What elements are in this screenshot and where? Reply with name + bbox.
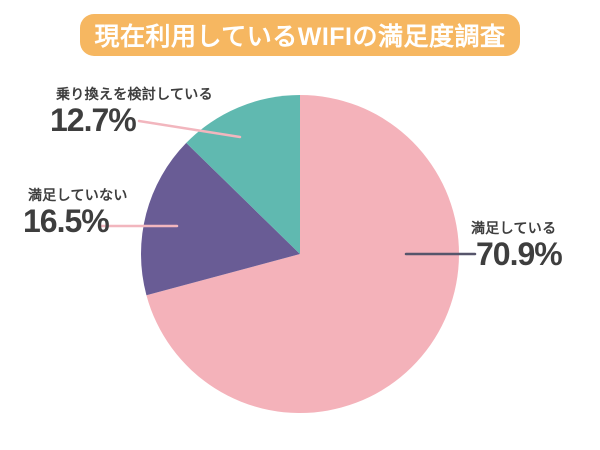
- label-group-unsatisfied: 満足していない 16.5%: [23, 185, 128, 238]
- label-group-switch: 乗り換えを検討している 12.7%: [50, 84, 213, 137]
- slice-label-unsatisfied: 満足していない: [28, 187, 128, 203]
- slice-label-satisfied: 満足している: [471, 220, 557, 236]
- chart-title: 現在利用しているWIFIの満足度調査: [94, 23, 506, 51]
- label-group-satisfied: 満足している 70.9%: [471, 218, 563, 272]
- title-banner: 現在利用しているWIFIの満足度調査: [80, 14, 520, 56]
- slice-label-switch: 乗り換えを検討している: [56, 86, 213, 102]
- pie-slices: [141, 95, 460, 413]
- leader-line-switch: [137, 119, 242, 139]
- slice-value-unsatisfied: 16.5%: [23, 203, 110, 239]
- pie-slice-2: [186, 95, 300, 254]
- pie-slice-1: [141, 142, 300, 296]
- slice-value-switch: 12.7%: [50, 102, 137, 138]
- slice-value-satisfied: 70.9%: [476, 236, 563, 272]
- pie-slice-0: [146, 95, 460, 413]
